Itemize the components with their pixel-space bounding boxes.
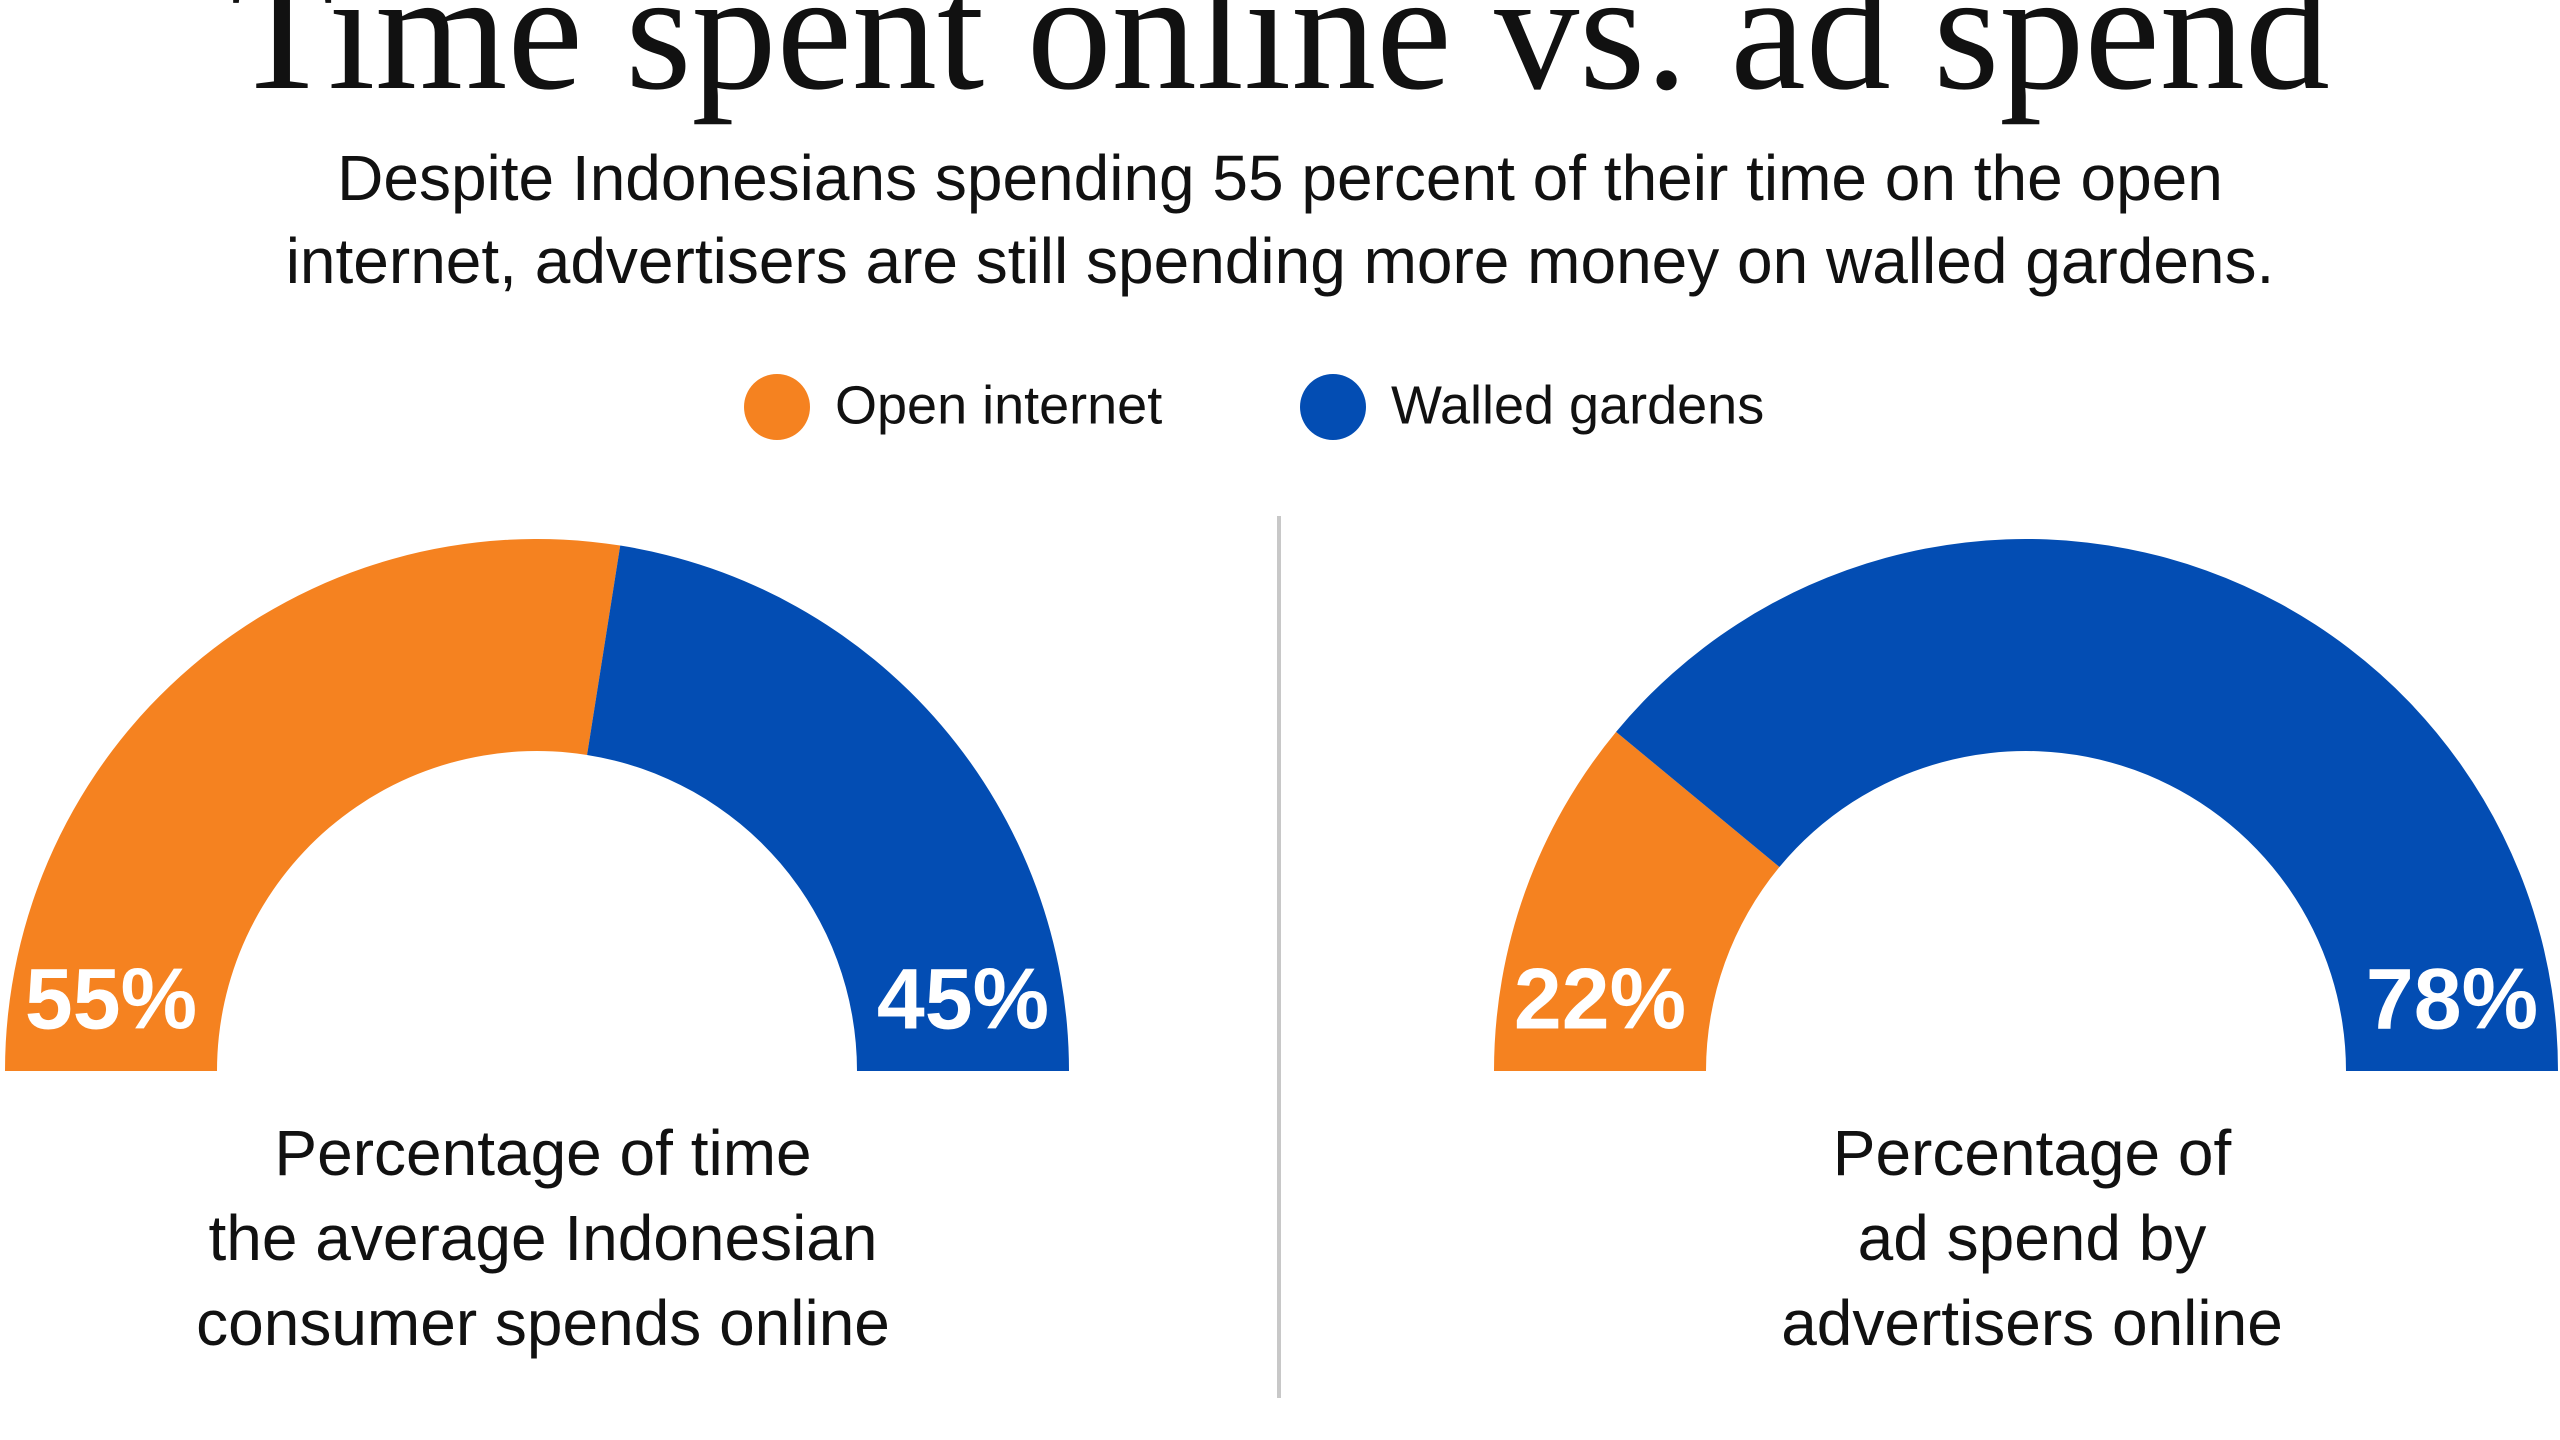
legend-swatch [1300, 374, 1366, 440]
caption-line: the average Indonesian [209, 1202, 878, 1274]
value-label: 55% [25, 952, 197, 1048]
caption-line: consumer spends online [196, 1287, 890, 1359]
caption-line: Percentage of [1833, 1117, 2232, 1189]
segment [587, 545, 1069, 1071]
subtitle-line: Despite Indonesians spending 55 percent … [337, 142, 2223, 214]
subtitle-line: internet, advertisers are still spending… [286, 225, 2275, 297]
legend-label: Walled gardens [1391, 375, 1764, 435]
segment [5, 539, 621, 1071]
value-label: 78% [2366, 952, 2538, 1048]
legend-swatch [744, 374, 810, 440]
caption-line: ad spend by [1858, 1202, 2207, 1274]
value-label: 22% [1514, 952, 1686, 1048]
value-label: 45% [877, 952, 1049, 1048]
caption-line: Percentage of time [274, 1117, 811, 1189]
segment [1616, 538, 2558, 1071]
segment [1494, 731, 1780, 1071]
legend-label: Open internet [835, 375, 1162, 435]
caption-line: advertisers online [1781, 1287, 2283, 1359]
title: Time spent online vs. ad spend [230, 0, 2330, 125]
